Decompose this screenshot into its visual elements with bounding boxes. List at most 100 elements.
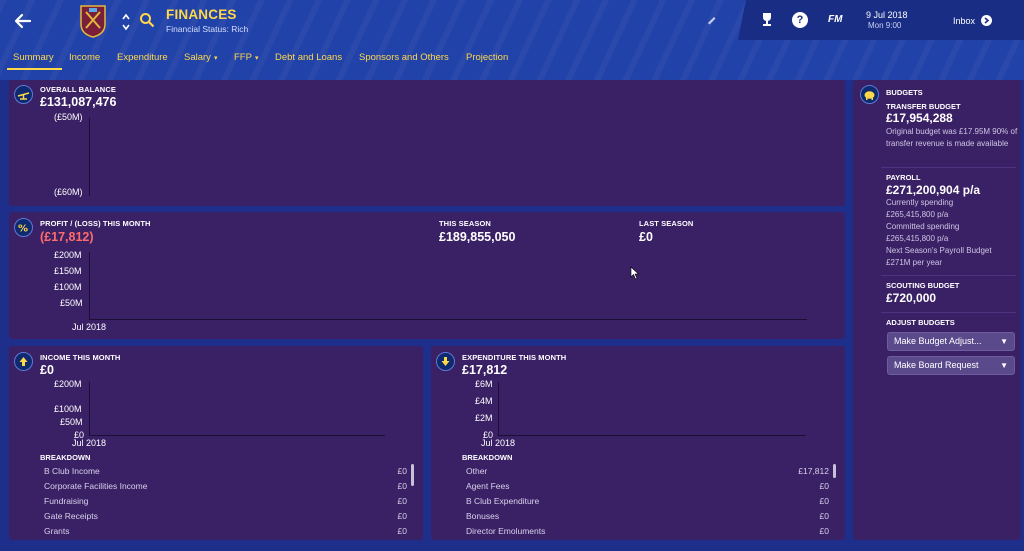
breakdown-title: BREAKDOWN xyxy=(40,453,91,462)
breakdown-label: Bonuses xyxy=(466,511,500,521)
list-item[interactable]: Director Emoluments £0 xyxy=(466,526,829,541)
tab-salary[interactable]: Salary ▾ xyxy=(184,52,217,63)
continue-arrow-icon[interactable] xyxy=(981,15,992,26)
chevron-down-icon: ▾ xyxy=(254,55,259,62)
y-tick-label: £200M xyxy=(54,250,82,260)
breakdown-label: B Club Expenditure xyxy=(466,496,540,506)
scouting-budget-heading: SCOUTING BUDGET xyxy=(886,281,960,290)
chevron-down-icon: ▼ xyxy=(1000,337,1008,346)
make-budget-adjustment-button[interactable]: Make Budget Adjust... ▼ xyxy=(887,332,1015,351)
breakdown-value: £0 xyxy=(397,526,407,536)
percent-icon: % xyxy=(14,218,33,237)
arrow-down-icon xyxy=(436,352,455,371)
breakdown-scrollbar[interactable] xyxy=(411,464,414,486)
list-item[interactable]: Agent Fees £0 xyxy=(466,481,829,496)
breakdown-label: Other xyxy=(466,466,488,476)
breakdown-scrollbar[interactable] xyxy=(833,464,836,478)
profit-value: (£17,812) xyxy=(40,230,94,244)
tab-projection[interactable]: Projection xyxy=(466,52,508,63)
y-tick-label: £100M xyxy=(54,282,82,292)
active-tab-indicator xyxy=(7,68,62,70)
inbox-label[interactable]: Inbox xyxy=(953,16,976,26)
list-item[interactable]: Other £17,812 xyxy=(466,466,829,481)
top-right-bar xyxy=(738,0,1024,40)
breakdown-value: £0 xyxy=(397,511,407,521)
payroll-committed-spending: Committed spending £265,415,800 p/a xyxy=(886,222,960,243)
y-tick-label: (£60M) xyxy=(54,187,83,197)
breakdown-value: £17,812 xyxy=(798,466,829,476)
divider xyxy=(881,167,1016,168)
y-tick-label: (£50M) xyxy=(54,112,83,122)
chart-x-axis xyxy=(89,435,385,436)
fm-logo[interactable]: FM xyxy=(828,14,843,25)
piggy-bank-icon xyxy=(860,85,879,104)
budgets-heading: BUDGETS xyxy=(886,88,923,97)
list-item[interactable]: Bonuses £0 xyxy=(466,511,829,526)
chevron-down-icon: ▼ xyxy=(1000,361,1008,370)
chevron-down-icon: ▾ xyxy=(213,55,218,62)
make-board-request-button[interactable]: Make Board Request ▼ xyxy=(887,356,1015,375)
search-icon[interactable] xyxy=(139,12,155,28)
y-tick-label: £4M xyxy=(475,396,493,406)
balance-scale-icon xyxy=(14,85,33,104)
divider xyxy=(881,312,1016,313)
adjust-budgets-heading: ADJUST BUDGETS xyxy=(886,318,955,327)
last-season-heading: LAST SEASON xyxy=(639,219,694,228)
overall-balance-panel: OVERALL BALANCE £131,087,476 (£50M) (£60… xyxy=(9,80,845,206)
tab-income[interactable]: Income xyxy=(69,52,100,63)
breakdown-label: Director Emoluments xyxy=(466,526,546,536)
svg-text:%: % xyxy=(18,224,28,235)
tab-ffp[interactable]: FFP ▾ xyxy=(234,52,258,63)
x-tick-label: Jul 2018 xyxy=(72,322,107,332)
divider xyxy=(881,275,1016,276)
current-time: Mon 9:00 xyxy=(868,21,902,30)
y-tick-label: £0 xyxy=(74,430,85,440)
overall-balance-heading: OVERALL BALANCE xyxy=(40,85,116,94)
chart-y-axis xyxy=(89,252,90,320)
y-tick-label: £200M xyxy=(54,379,82,389)
finance-tabs: Summary Income Expenditure Salary ▾ FFP ▾ … xyxy=(0,48,560,72)
payroll-current-spending: Currently spending £265,415,800 p/a xyxy=(886,198,954,219)
profit-heading: PROFIT / (LOSS) THIS MONTH xyxy=(40,219,151,228)
breakdown-label: Corporate Facilities Income xyxy=(44,481,148,491)
income-panel: INCOME THIS MONTH £0 £200M £100M £50M £0… xyxy=(9,346,423,540)
transfer-budget-value: £17,954,288 xyxy=(886,111,953,125)
breakdown-title: BREAKDOWN xyxy=(462,453,513,462)
this-season-value: £189,855,050 xyxy=(439,230,516,244)
breakdown-label: Gate Receipts xyxy=(44,511,98,521)
tab-label: Debt and Loans xyxy=(275,52,343,63)
breakdown-value: £0 xyxy=(819,481,829,491)
list-item[interactable]: Grants £0 xyxy=(44,526,407,541)
tab-summary[interactable]: Summary xyxy=(13,52,54,63)
button-label: Make Budget Adjust... xyxy=(894,336,982,346)
help-icon[interactable]: ? xyxy=(792,12,808,28)
tab-expenditure[interactable]: Expenditure xyxy=(117,52,168,63)
breakdown-value: £0 xyxy=(819,511,829,521)
tab-debt-and-loans[interactable]: Debt and Loans xyxy=(275,52,342,63)
edit-pencil-icon[interactable] xyxy=(706,14,717,25)
trophy-icon[interactable] xyxy=(760,11,774,27)
list-item[interactable]: Fundraising £0 xyxy=(44,496,407,511)
back-arrow-icon[interactable] xyxy=(12,10,34,32)
transfer-budget-heading: TRANSFER BUDGET xyxy=(886,102,961,111)
breakdown-value: £0 xyxy=(397,496,407,506)
chart-y-axis xyxy=(89,382,90,436)
list-item[interactable]: B Club Income £0 xyxy=(44,466,407,481)
prev-next-arrows-icon[interactable] xyxy=(121,12,131,32)
overall-balance-value: £131,087,476 xyxy=(40,95,117,109)
arrow-up-icon xyxy=(14,352,33,371)
breakdown-label: B Club Income xyxy=(44,466,100,476)
list-item[interactable]: B Club Expenditure £0 xyxy=(466,496,829,511)
list-item[interactable]: Gate Receipts £0 xyxy=(44,511,407,526)
transfer-budget-note: Original budget was £17.95M 90% of trans… xyxy=(886,127,1018,148)
club-badge-icon[interactable] xyxy=(79,4,107,38)
x-tick-label: Jul 2018 xyxy=(481,438,516,448)
list-item[interactable]: Corporate Facilities Income £0 xyxy=(44,481,407,496)
x-tick-label: Jul 2018 xyxy=(72,438,107,448)
y-tick-label: £6M xyxy=(475,379,493,389)
mouse-cursor-icon xyxy=(630,266,640,280)
this-season-heading: THIS SEASON xyxy=(439,219,491,228)
tab-label: FFP xyxy=(234,52,252,63)
tab-sponsors-and-others[interactable]: Sponsors and Others xyxy=(359,52,449,63)
expenditure-panel: EXPENDITURE THIS MONTH £17,812 £6M £4M £… xyxy=(431,346,845,540)
